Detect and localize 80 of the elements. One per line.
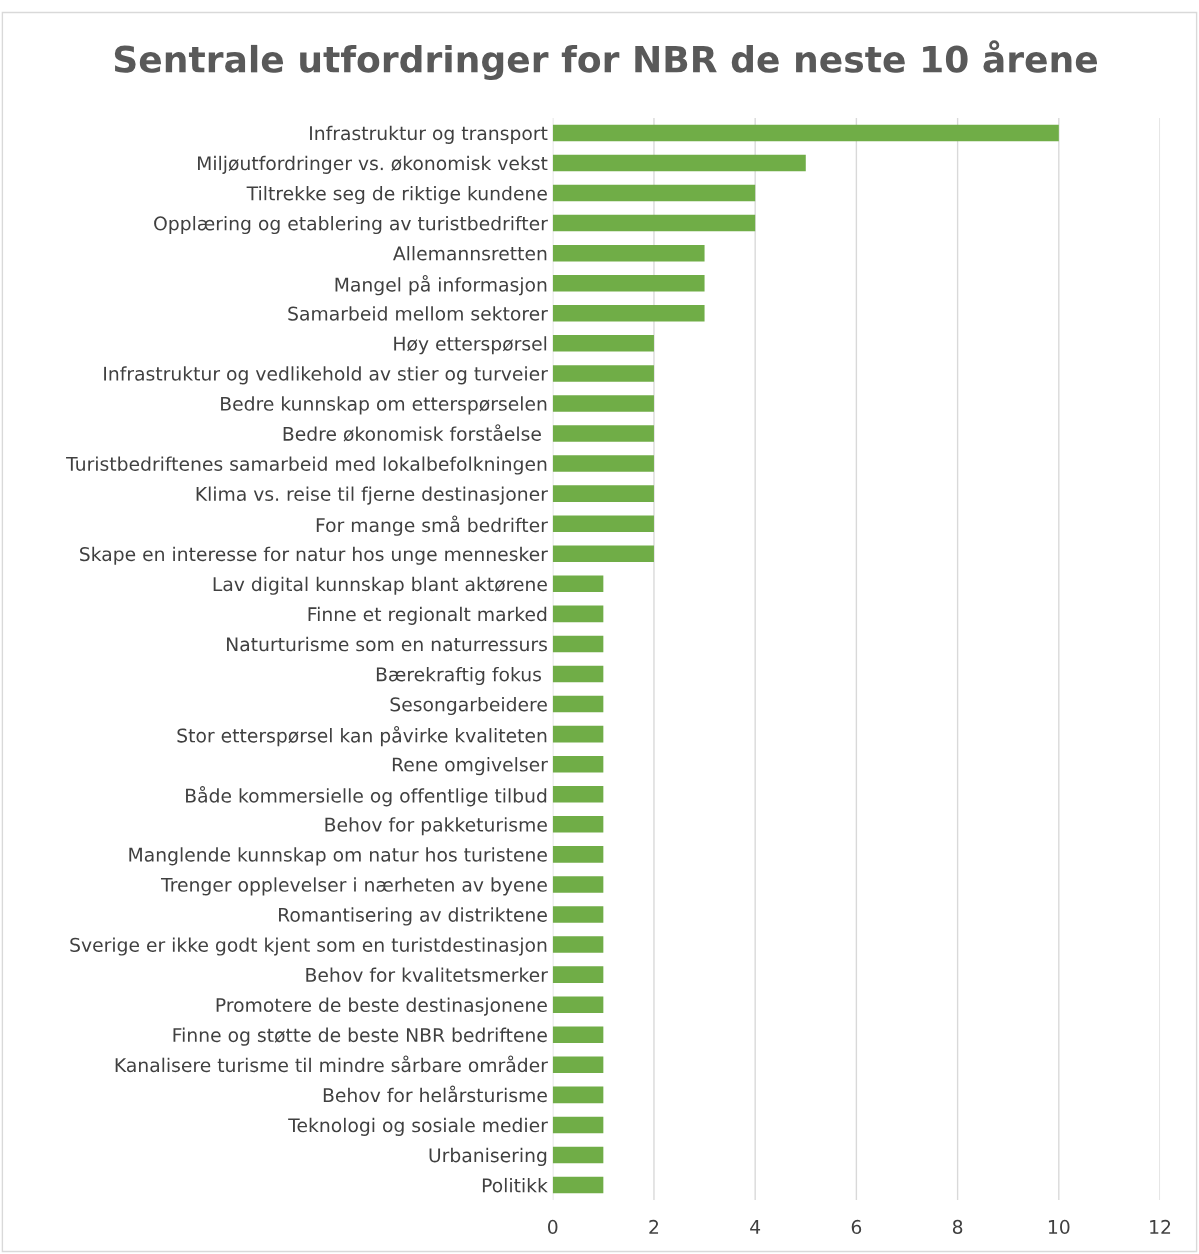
bar [552,755,604,773]
y-tick-label: For mange små bedrifter [316,515,548,536]
bar [552,455,654,472]
bar [552,545,654,563]
bar [552,605,604,623]
y-tick-label: Promotere de beste destinasjonene [216,997,547,1016]
y-tick-label: Allemannsretten [393,246,547,261]
bar [552,154,806,172]
y-tick-label: Mangel på informasjon [335,274,547,296]
y-tick-label: Sverige er ikke godt kjent som en turistdestinasjon [70,937,547,956]
bar [552,1116,604,1134]
y-tick-label: Naturturisme som en naturressurs [227,636,547,652]
y-tick-label: Teknologi og sosiale medier [288,1117,548,1136]
y-tick-label: Opplæring og etablering av turistbedrifter [154,215,548,235]
bar [552,785,604,803]
y-tick-label: Behov for helårsturisme [323,1085,547,1103]
bar [552,274,705,292]
bar [552,996,604,1013]
bar [552,425,654,442]
y-tick-label: Infrastruktur og vedlikehold av stier og turveier [104,366,548,385]
bar [552,816,604,833]
bar [552,876,604,893]
bar [552,966,604,983]
y-tick-label: Tiltrekke seg de riktige kundene [246,185,547,205]
bar [552,635,604,653]
bar [552,395,654,412]
y-tick-label: Bærekraftig fokus [376,666,542,686]
y-tick-label: Manglende kunnskap om natur hos turistene [129,847,547,866]
bar [552,665,604,683]
y-tick-label: Bedre kunnskap om etterspørselen [221,396,547,415]
x-tick-label: 12 [1150,1219,1171,1234]
y-tick-label: Behov for pakketurisme [325,817,547,836]
bar [552,695,604,713]
y-tick-label: Trenger opplevelser i nærheten av byene [160,877,547,896]
bar [552,1146,604,1164]
bar [552,575,604,593]
y-tick-label: Politikk [482,1177,548,1193]
y-tick-label: Miljøutfordringer vs. økonomisk vekst [198,155,548,174]
x-tick-label: 0 [548,1219,558,1235]
y-tick-label: Sesongarbeidere [390,696,547,716]
bar [552,214,756,232]
y-tick-label: Rene omgivelser [392,757,548,776]
y-tick-label: Skape en interesse for natur hos unge mennesker [80,546,548,565]
bar [552,1056,604,1074]
bar [552,184,756,202]
x-tick-label: 10 [1048,1219,1070,1235]
bar [552,1086,604,1104]
bar [552,485,654,502]
y-tick-label: Behov for kvalitetsmerker [306,967,548,983]
y-tick-label: Finne og støtte de beste NBR bedriftene [173,1027,547,1046]
bar [552,244,705,262]
y-tick-label: Stor etterspørsel kan påvirke kvaliteten [177,725,547,747]
y-tick-label: Både kommersielle og offentlige tilbud [186,786,547,807]
bar [552,846,604,863]
bar [552,335,654,352]
y-tick-label: Lav digital kunnskap blant aktørene [213,576,547,595]
bar [552,1176,604,1194]
chart-title: Sentrale utfordringer for NBR de neste 10 årene [114,40,1098,81]
bar [552,305,705,322]
bar [552,906,604,923]
y-tick-label: Finne et regionalt marked [308,606,547,625]
bar [552,1026,604,1044]
y-tick-label: Turistbedriftenes samarbeid med lokalbefolkningen [66,456,547,475]
y-tick-label: Klima vs. reise til fjerne destinasjoner [196,486,548,505]
bar [552,365,654,382]
y-tick-label: Infrastruktur og transport [310,125,548,144]
bar [552,515,654,532]
y-tick-label: Romantisering av distriktene [279,907,547,926]
y-tick-label: Høy etterspørsel [394,336,547,355]
x-tick-label: 6 [851,1219,862,1235]
bar [552,725,604,743]
bar [552,124,1059,142]
y-tick-label: Samarbeid mellom sektorer [288,306,548,321]
x-tick-label: 4 [750,1220,761,1234]
y-tick-label: Bedre økonomisk forståelse [283,424,541,442]
y-tick-label: Kanalisere turisme til mindre sårbare områder [115,1055,548,1073]
bar [552,936,604,953]
y-tick-label: Urbanisering [429,1147,547,1167]
x-tick-label: 8 [952,1219,963,1235]
x-tick-label: 2 [649,1219,659,1234]
